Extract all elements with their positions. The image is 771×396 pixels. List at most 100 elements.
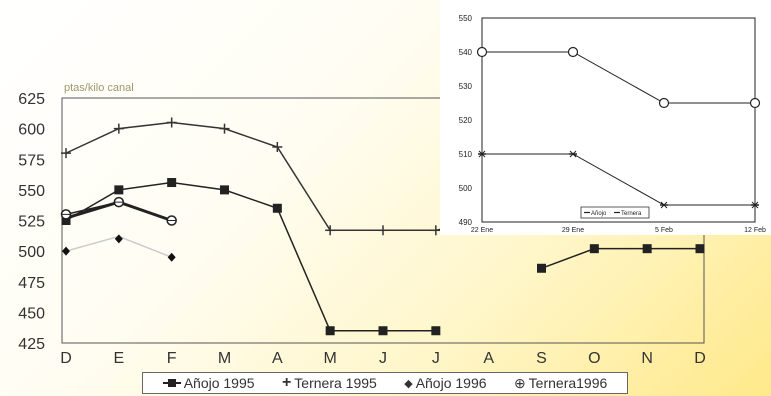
inset-x-tick-label: 22 Ene [471, 227, 493, 234]
y-tick-label: 500 [18, 244, 45, 261]
legend-label: Añojo 1996 [415, 375, 487, 391]
inset-y-tick-label: 550 [459, 14, 473, 23]
data-point [167, 252, 176, 262]
inset-y-tick-label: 540 [459, 48, 473, 57]
x-tick-label: M [218, 350, 231, 367]
y-tick-label: 575 [18, 152, 45, 169]
data-point [166, 117, 177, 128]
y-tick-label: 625 [18, 91, 45, 108]
legend-label: Añojo 1995 [183, 375, 255, 391]
data-point [114, 185, 124, 195]
inset-series-line [482, 153, 755, 206]
inset-data-point [660, 201, 668, 209]
inset-legend-anojo-label: Añojo [591, 211, 607, 217]
inset-data-point-c [478, 150, 486, 158]
x-tick-label: N [641, 350, 653, 367]
data-point [642, 244, 652, 254]
main-legend: Añojo 1995 + Ternera 1995 ◆ Añojo 1996 ⊕… [142, 372, 628, 394]
inset-data-point [478, 150, 486, 158]
inset-chart: 490 500 510 520 530 540 550 22 Ene 29 Ene 5 Feb 12… [440, 0, 771, 235]
legend-item-anojo-1996: ◆ Añojo 1996 [404, 375, 486, 391]
data-point [60, 209, 72, 220]
inset-y-tick-label: 520 [459, 116, 473, 125]
inset-series-1 [476, 46, 761, 109]
x-tick-label: M [324, 350, 337, 367]
data-point [695, 244, 705, 254]
legend-plus-marker-icon: + [281, 374, 292, 391]
y-axis-label: ptas/kilo canal [64, 82, 134, 94]
x-tick-label: A [272, 350, 283, 367]
data-point [537, 263, 546, 273]
x-tick-label: J [379, 350, 387, 367]
inset-x-tick-label: 12 Feb [744, 227, 766, 234]
inset-frame [481, 17, 756, 223]
data-point [167, 178, 177, 188]
inset-series-0 [478, 150, 759, 209]
inset-y-tick-label: 500 [459, 184, 473, 193]
data-point [589, 244, 599, 254]
legend-square-marker-icon [162, 377, 181, 389]
inset-data-point-c [660, 201, 668, 209]
inset-data-point-c [751, 201, 759, 209]
y-tick-label: 425 [18, 336, 45, 353]
series-3 [60, 196, 177, 226]
inset-x-tick-label: 5 Feb [655, 227, 673, 234]
y-tick-label: 450 [18, 305, 45, 322]
inset-y-tick-label: 530 [459, 82, 473, 91]
inset-legend-ternera-label: Ternera [621, 211, 642, 217]
data-point [113, 196, 125, 208]
y-tick-label: 475 [18, 275, 45, 292]
y-tick-label: 550 [18, 183, 45, 200]
series-line [65, 181, 436, 332]
data-point [61, 216, 71, 225]
x-tick-label: E [113, 350, 124, 367]
x-tick-label: A [483, 350, 494, 367]
data-point [114, 234, 123, 244]
x-tick-label: S [536, 350, 547, 367]
data-point [166, 215, 177, 226]
legend-item-anojo-1995: Añojo 1995 [162, 375, 255, 391]
series-line [65, 121, 489, 232]
inset-data-point-c [569, 150, 577, 158]
x-tick-label: D [694, 350, 706, 367]
inset-legend: Añojo Ternera [580, 206, 650, 219]
series-line [541, 247, 700, 269]
legend-label: Ternera1996 [528, 375, 608, 391]
series-1 [61, 117, 489, 236]
legend-diamond-marker-icon: ◆ [404, 377, 413, 390]
inset-background [440, 0, 771, 235]
x-tick-label: O [588, 350, 600, 367]
data-point [62, 246, 70, 256]
series-0 [61, 178, 705, 336]
data-point [219, 123, 230, 134]
data-point [325, 326, 335, 336]
inset-y-tick-label: 490 [459, 218, 473, 227]
data-point [272, 142, 283, 152]
y-tick-label: 600 [18, 122, 45, 139]
y-tick-label: 525 [18, 214, 45, 231]
data-point [325, 225, 336, 236]
legend-item-ternera-1996: ⊕ Ternera1996 [514, 375, 607, 392]
series-2 [62, 234, 176, 262]
data-point [220, 185, 229, 195]
inset-series-line [482, 51, 755, 104]
data-point [272, 203, 282, 213]
data-point [113, 123, 124, 134]
data-point [431, 326, 441, 336]
inset-data-point [567, 46, 579, 58]
inset-data-point [751, 201, 759, 209]
inset-data-point [658, 97, 670, 109]
inset-data-point [749, 97, 761, 109]
data-point [378, 326, 388, 336]
inset-data-point [569, 150, 577, 158]
legend-item-ternera-1995: + Ternera 1995 [282, 374, 377, 392]
data-point [378, 225, 388, 236]
inset-y-tick-label: 510 [459, 150, 473, 159]
x-tick-label: F [167, 350, 177, 367]
legend-label: Ternera 1995 [294, 375, 377, 391]
legend-circle-cross-marker-icon: ⊕ [513, 374, 526, 391]
inset-x-tick-label: 29 Ene [562, 227, 584, 234]
data-point [430, 225, 441, 236]
x-tick-label: J [432, 350, 440, 367]
